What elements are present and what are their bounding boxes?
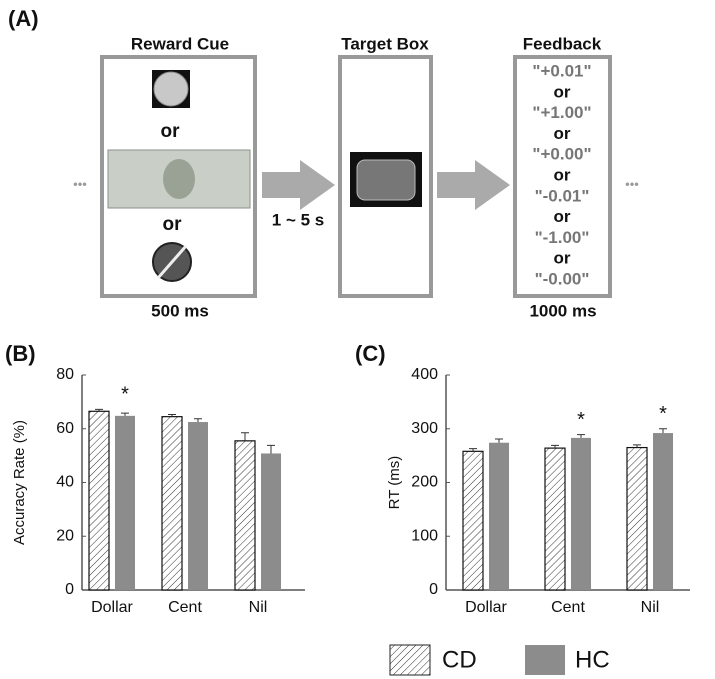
or: or	[163, 214, 183, 235]
or: or	[161, 121, 181, 142]
chest	[356, 159, 416, 201]
error-bar	[267, 444, 275, 454]
x-tick-label: Cent	[168, 599, 202, 616]
y-tick-label: 0	[429, 581, 438, 598]
panel-a: (A) Reward Cue Target Box Feedback or or…	[8, 6, 639, 321]
panel-label: (A)	[8, 6, 39, 31]
or: or	[554, 249, 571, 268]
bar	[188, 422, 208, 590]
error-bar	[95, 408, 103, 412]
arrow	[437, 160, 510, 210]
x-tick-label: Nil	[249, 599, 268, 616]
feedback-value: "+0.01"	[532, 61, 591, 80]
feedback-value: "-0.01"	[535, 186, 590, 205]
y-tick-label: 300	[411, 420, 438, 437]
y-axis-label: RT (ms)	[386, 456, 403, 510]
duration: 500 ms	[151, 301, 209, 320]
legend-label: HC	[575, 646, 610, 673]
bar	[88, 410, 110, 591]
error-bar	[469, 448, 477, 452]
bar	[571, 437, 591, 590]
bill-portrait	[163, 159, 195, 199]
interval: 1 ~ 5 s	[272, 210, 324, 229]
y-tick-label: 400	[411, 366, 438, 383]
error-bar	[168, 414, 176, 417]
y-tick-label: 0	[65, 581, 74, 598]
legend: CD HC	[389, 644, 610, 676]
bar	[161, 416, 183, 591]
x-tick-label: Dollar	[91, 599, 133, 616]
error-bar	[551, 444, 559, 449]
stage-title: Target Box	[341, 34, 429, 53]
duration: 1000 ms	[529, 301, 596, 320]
or: or	[554, 124, 571, 143]
or: or	[554, 82, 571, 101]
x-tick-label: Dollar	[465, 599, 507, 616]
error-bar	[121, 412, 129, 416]
arrow	[262, 160, 335, 210]
error-bar	[659, 428, 667, 434]
y-tick-label: 20	[56, 527, 74, 544]
bar	[261, 453, 281, 590]
legend-swatch	[525, 645, 565, 675]
feedback-value: "+0.00"	[532, 145, 591, 164]
bar	[234, 440, 256, 591]
feedback-list: "+0.01"or"+1.00"or"+0.00"or"-0.01"or"-1.…	[532, 61, 591, 288]
y-tick-label: 40	[56, 474, 74, 491]
ellipsis: •••	[73, 176, 87, 191]
or: or	[554, 165, 571, 184]
ellipsis: •••	[625, 176, 639, 191]
stage-box	[513, 55, 612, 298]
legend-label: CD	[442, 646, 477, 673]
bar	[626, 446, 648, 591]
error-bar	[194, 418, 202, 423]
stage-title: Feedback	[523, 34, 602, 53]
y-tick-label: 80	[56, 366, 74, 383]
stage-title: Reward Cue	[131, 34, 229, 53]
stage-box	[338, 55, 433, 298]
error-bar	[241, 432, 249, 441]
bar	[544, 447, 566, 591]
significance: *	[577, 409, 585, 431]
bar	[462, 450, 484, 591]
nil-slash	[156, 245, 188, 279]
bar	[653, 433, 673, 590]
feedback-value: "+1.00"	[532, 103, 591, 122]
y-tick-label: 100	[411, 527, 438, 544]
y-tick-label: 60	[56, 420, 74, 437]
stage-box	[100, 55, 257, 298]
panel-label: (B)	[5, 341, 36, 366]
x-tick-label: Nil	[641, 599, 660, 616]
coin	[153, 71, 189, 107]
significance: *	[659, 403, 667, 425]
y-tick-label: 200	[411, 474, 438, 491]
error-bar	[495, 438, 503, 443]
feedback-value: "-0.00"	[535, 269, 590, 288]
or: or	[554, 207, 571, 226]
bar	[489, 442, 509, 590]
error-bar	[633, 444, 641, 448]
panel-label: (C)	[355, 341, 386, 366]
significance: *	[121, 384, 129, 406]
error-bar	[577, 434, 585, 438]
legend-swatch	[389, 644, 431, 676]
feedback-value: "-1.00"	[535, 228, 590, 247]
y-axis-label: Accuracy Rate (%)	[11, 420, 28, 545]
x-tick-label: Cent	[551, 599, 585, 616]
bar	[115, 415, 135, 590]
